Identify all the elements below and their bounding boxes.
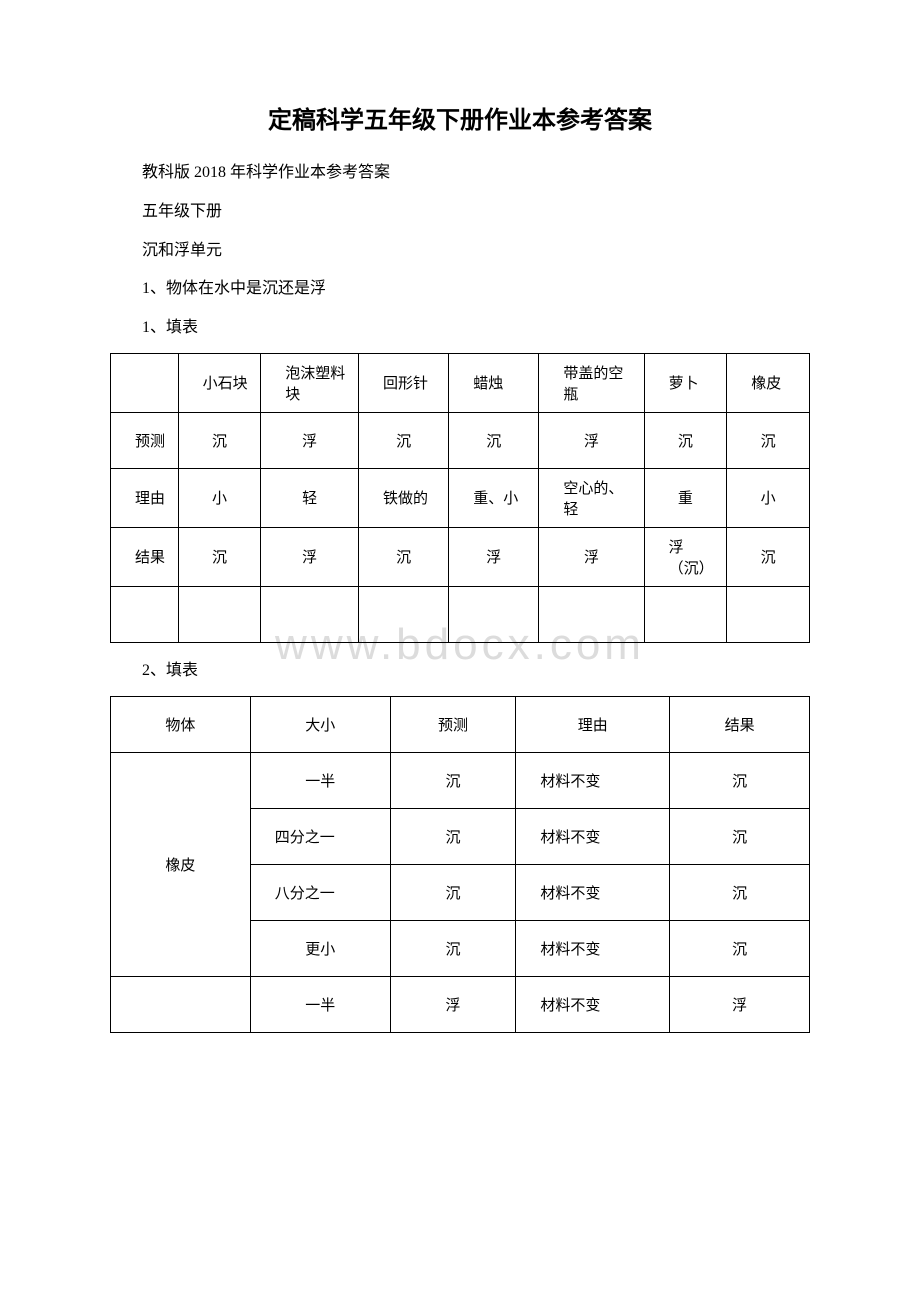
table-cell: 八分之一 [250, 864, 390, 920]
table-cell: 沉 [390, 864, 516, 920]
table-cell: 沉 [670, 808, 810, 864]
table-cell: 材料不变 [516, 864, 670, 920]
table-cell: 沉 [727, 412, 810, 468]
table-cell: 沉 [390, 808, 516, 864]
table-cell [111, 353, 179, 412]
table-cell: 材料不变 [516, 976, 670, 1032]
table-cell: 小 [178, 468, 261, 527]
table-cell: 四分之一 [250, 808, 390, 864]
table-cell: 浮 [261, 412, 359, 468]
table-cell: 回形针 [359, 353, 449, 412]
table-row [111, 586, 810, 642]
table-cell: 结果 [111, 527, 179, 586]
table-cell: 浮 [449, 527, 539, 586]
table-row: 理由 小 轻 铁做的 重、小 空心的、轻 重 小 [111, 468, 810, 527]
table-cell: 带盖的空瓶 [539, 353, 644, 412]
table-cell: 一半 [250, 752, 390, 808]
table-cell: 预测 [111, 412, 179, 468]
table-row: 结果 沉 浮 沉 浮 浮 浮（沉） 沉 [111, 527, 810, 586]
table-cell: 沉 [670, 864, 810, 920]
table-cell: 沉 [390, 920, 516, 976]
table-cell: 材料不变 [516, 752, 670, 808]
table-cell: 沉 [390, 752, 516, 808]
table-cell: 一半 [250, 976, 390, 1032]
text-line: 1、填表 [110, 314, 810, 343]
text-line: 1、物体在水中是沉还是浮 [110, 275, 810, 304]
table-cell: 预测 [390, 696, 516, 752]
text-line: 2、填表 [110, 657, 810, 686]
table-row: 预测 沉 浮 沉 沉 浮 沉 沉 [111, 412, 810, 468]
table-cell: 萝卜 [644, 353, 727, 412]
table-cell: 沉 [670, 920, 810, 976]
table-cell: 材料不变 [516, 808, 670, 864]
table-cell [449, 586, 539, 642]
table-cell [644, 586, 727, 642]
table-row: 橡皮 一半 沉 材料不变 沉 [111, 752, 810, 808]
table-cell: 泡沫塑料块 [261, 353, 359, 412]
table-cell [727, 586, 810, 642]
table-1: 小石块 泡沫塑料块 回形针 蜡烛 带盖的空瓶 萝卜 橡皮 预测 沉 浮 沉 沉 … [110, 353, 810, 643]
table-cell: 重 [644, 468, 727, 527]
table-cell [178, 586, 261, 642]
table-cell: 浮（沉） [644, 527, 727, 586]
table-cell: 蜡烛 [449, 353, 539, 412]
table-cell: 小石块 [178, 353, 261, 412]
table-cell: 沉 [178, 412, 261, 468]
text-line: 教科版 2018 年科学作业本参考答案 [110, 159, 810, 188]
table-cell: 橡皮 [111, 752, 251, 976]
table-cell: 更小 [250, 920, 390, 976]
table-cell: 铁做的 [359, 468, 449, 527]
table-cell [261, 586, 359, 642]
table-cell: 重、小 [449, 468, 539, 527]
table-cell: 沉 [670, 752, 810, 808]
table-cell: 沉 [644, 412, 727, 468]
table-cell: 浮 [539, 527, 644, 586]
table-cell: 物体 [111, 696, 251, 752]
table-cell: 理由 [516, 696, 670, 752]
table-row: 小石块 泡沫塑料块 回形针 蜡烛 带盖的空瓶 萝卜 橡皮 [111, 353, 810, 412]
table-cell: 沉 [178, 527, 261, 586]
table-cell: 材料不变 [516, 920, 670, 976]
table-cell: 沉 [359, 412, 449, 468]
document-content: 定稿科学五年级下册作业本参考答案 教科版 2018 年科学作业本参考答案 五年级… [110, 100, 810, 1033]
table-cell [359, 586, 449, 642]
table-cell: 空心的、轻 [539, 468, 644, 527]
table-cell: 轻 [261, 468, 359, 527]
table-cell: 橡皮 [727, 353, 810, 412]
table-cell: 浮 [539, 412, 644, 468]
table-cell: 小 [727, 468, 810, 527]
table-cell: 浮 [670, 976, 810, 1032]
table-cell: 浮 [390, 976, 516, 1032]
table-cell: 沉 [727, 527, 810, 586]
table-cell [111, 976, 251, 1032]
table-cell: 浮 [261, 527, 359, 586]
table-2: 物体 大小 预测 理由 结果 橡皮 一半 沉 材料不变 沉 四分之一 沉 材料不… [110, 696, 810, 1033]
table-cell [111, 586, 179, 642]
table-cell: 沉 [359, 527, 449, 586]
table-cell: 结果 [670, 696, 810, 752]
text-line: 五年级下册 [110, 198, 810, 227]
page-title: 定稿科学五年级下册作业本参考答案 [110, 100, 810, 135]
text-line: 沉和浮单元 [110, 237, 810, 266]
table-cell: 沉 [449, 412, 539, 468]
table-row: 一半 浮 材料不变 浮 [111, 976, 810, 1032]
table-cell [539, 586, 644, 642]
table-cell: 理由 [111, 468, 179, 527]
table-cell: 大小 [250, 696, 390, 752]
table-row: 物体 大小 预测 理由 结果 [111, 696, 810, 752]
